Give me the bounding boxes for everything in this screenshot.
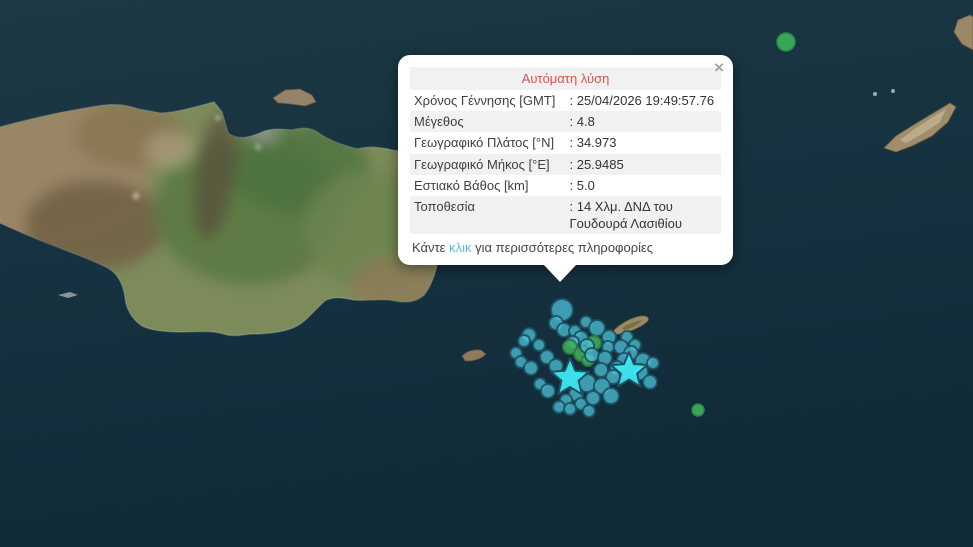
earthquake-marker-green[interactable] [562,339,578,355]
dia-island [272,88,317,107]
table-row: Χρόνος Γέννησης [GMT] : 25/04/2026 19:49… [410,90,721,111]
earthquake-marker[interactable] [552,400,566,414]
table-row: Μέγεθος : 4.8 [410,111,721,133]
row-value: : 34.973 [569,135,617,151]
row-label: Γεωγραφικό Μήκος [°E] [410,153,566,175]
row-value: : 25/04/2026 19:49:57.76 [569,93,715,109]
karpathos-tip-island [953,14,973,51]
footer-text: για περισσότερες πληροφορίες [471,240,654,256]
earthquake-marker[interactable] [584,347,600,363]
village-dot [256,145,260,149]
close-icon[interactable]: × [714,58,724,77]
footer-text: Κάντε [412,240,450,256]
green-dot-marker[interactable] [776,32,796,52]
popup-footer: Κάντε κλικ για περισσότερες πληροφορίες [410,240,721,255]
table-row: Γεωγραφικό Πλάτος [°N] : 34.973 [410,132,721,153]
chrysi-island-patch [622,320,642,330]
row-value: : 14 Χλμ. ΔΝΔ του Γουδουρά Λασιθίου [565,195,721,235]
kasos-island [900,109,946,143]
row-value: : 5.0 [569,177,595,193]
click-link[interactable]: κλικ [449,240,472,256]
earthquake-star-marker[interactable] [550,357,590,396]
green-dot-marker[interactable] [691,403,705,417]
islet [873,92,877,96]
marker-layer [509,32,796,418]
earthquake-marker[interactable] [582,404,596,418]
earthquake-details-table: Αυτόματη λύση Χρόνος Γέννησης [GMT] : 25… [410,67,721,235]
earthquake-marker[interactable] [540,383,556,399]
earthquake-marker[interactable] [523,360,539,376]
row-value: : 25.9485 [565,153,721,175]
earthquake-popup: × Αυτόματη λύση Χρόνος Γέννησης [GMT] : … [398,55,733,283]
popup-tail [543,264,577,283]
row-label: Τοποθεσία [410,195,566,235]
earthquake-marker[interactable] [563,402,577,416]
table-row: Γεωγραφικό Μήκος [°E] : 25.9485 [410,153,721,175]
earthquake-marker[interactable] [517,334,531,348]
row-value: : 4.8 [565,111,721,133]
earthquake-marker[interactable] [585,390,601,406]
popup-title: Αυτόματη λύση [410,67,721,91]
koufonisi-island [461,349,487,362]
islet [58,292,78,298]
row-label: Εστιακό Βάθος [km] [414,177,529,193]
crete-island [0,101,451,337]
earthquake-star-marker[interactable] [609,351,649,388]
earthquake-marker[interactable] [642,374,658,390]
row-label: Γεωγραφικό Πλάτος [°N] [414,135,555,151]
village-dot [216,116,220,120]
earthquake-marker[interactable] [646,356,660,370]
village-dot [133,193,139,199]
earthquake-marker[interactable] [602,387,620,405]
table-row: Τοποθεσία : 14 Χλμ. ΔΝΔ του Γουδουρά Λασ… [410,195,721,235]
row-label: Χρόνος Γέννησης [GMT] [414,93,556,109]
row-label: Μέγεθος [410,111,566,133]
earthquake-marker[interactable] [593,362,609,378]
islet [891,89,895,93]
earthquake-marker[interactable] [532,338,546,352]
table-row: Εστιακό Βάθος [km] : 5.0 [410,175,721,196]
